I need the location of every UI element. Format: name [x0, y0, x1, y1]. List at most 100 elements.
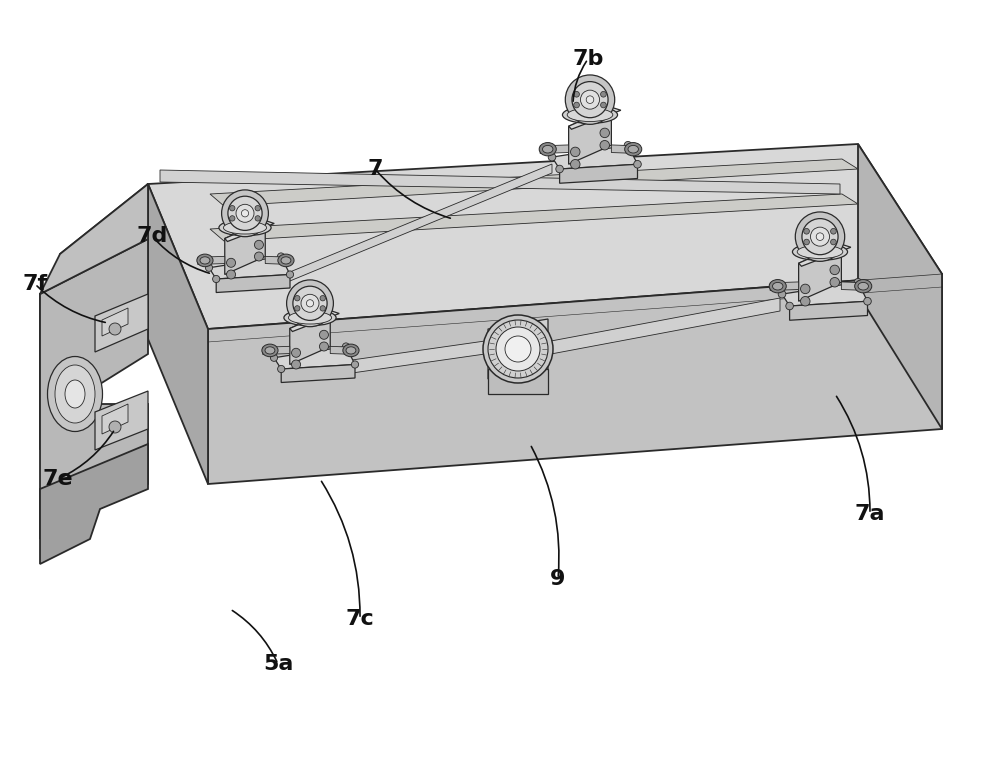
Ellipse shape	[278, 254, 294, 267]
Polygon shape	[148, 144, 942, 329]
Polygon shape	[560, 165, 638, 183]
Ellipse shape	[797, 245, 843, 259]
Circle shape	[301, 294, 319, 312]
Polygon shape	[263, 347, 290, 354]
Circle shape	[293, 286, 327, 321]
Polygon shape	[210, 194, 858, 241]
Circle shape	[795, 212, 845, 261]
Ellipse shape	[223, 221, 267, 234]
Polygon shape	[858, 144, 942, 429]
Circle shape	[830, 265, 839, 274]
Ellipse shape	[343, 344, 359, 357]
Circle shape	[286, 271, 294, 278]
Text: 7b: 7b	[572, 49, 604, 69]
Circle shape	[278, 365, 285, 372]
Circle shape	[109, 323, 121, 335]
Polygon shape	[345, 341, 485, 374]
Circle shape	[320, 296, 325, 301]
Polygon shape	[770, 282, 799, 291]
Circle shape	[213, 275, 220, 282]
Polygon shape	[540, 145, 569, 154]
Ellipse shape	[284, 310, 336, 326]
Circle shape	[600, 128, 609, 138]
Polygon shape	[488, 369, 548, 394]
Ellipse shape	[769, 280, 786, 293]
Polygon shape	[148, 184, 208, 484]
Polygon shape	[102, 308, 128, 336]
Ellipse shape	[219, 220, 271, 236]
Ellipse shape	[792, 243, 848, 260]
Circle shape	[496, 327, 540, 371]
Circle shape	[255, 205, 260, 211]
Text: 7: 7	[367, 159, 383, 179]
Text: 5a: 5a	[263, 654, 293, 674]
Polygon shape	[281, 365, 355, 383]
Polygon shape	[551, 298, 780, 354]
Polygon shape	[841, 282, 868, 291]
Ellipse shape	[567, 108, 613, 122]
Circle shape	[270, 354, 278, 361]
Polygon shape	[40, 294, 60, 449]
Circle shape	[571, 159, 580, 169]
Polygon shape	[265, 256, 290, 264]
Ellipse shape	[488, 320, 548, 378]
Ellipse shape	[542, 145, 553, 153]
Circle shape	[600, 140, 609, 150]
Polygon shape	[160, 170, 840, 194]
Ellipse shape	[281, 257, 291, 264]
Ellipse shape	[65, 380, 85, 408]
Polygon shape	[198, 256, 225, 264]
Circle shape	[786, 302, 793, 310]
Text: 9: 9	[550, 569, 566, 589]
Circle shape	[295, 296, 300, 301]
Polygon shape	[569, 107, 621, 129]
Circle shape	[574, 102, 579, 108]
Circle shape	[227, 270, 236, 279]
Ellipse shape	[265, 347, 275, 354]
Polygon shape	[225, 220, 274, 241]
Circle shape	[505, 336, 531, 362]
Circle shape	[351, 361, 359, 368]
Polygon shape	[790, 301, 868, 320]
Circle shape	[601, 102, 606, 108]
Circle shape	[804, 228, 809, 234]
Ellipse shape	[55, 365, 95, 423]
Circle shape	[319, 330, 328, 339]
Circle shape	[230, 205, 235, 211]
Circle shape	[254, 241, 263, 249]
Circle shape	[778, 290, 786, 298]
Polygon shape	[290, 310, 330, 365]
Polygon shape	[208, 274, 942, 484]
Polygon shape	[40, 184, 148, 294]
Circle shape	[586, 96, 594, 103]
Circle shape	[292, 348, 301, 358]
Polygon shape	[95, 294, 148, 352]
Circle shape	[241, 209, 249, 217]
Circle shape	[109, 421, 121, 433]
Circle shape	[292, 360, 301, 369]
Polygon shape	[330, 347, 355, 354]
Circle shape	[804, 239, 809, 245]
Polygon shape	[552, 145, 638, 169]
Ellipse shape	[483, 315, 553, 383]
Circle shape	[236, 205, 254, 223]
Text: 7a: 7a	[855, 504, 885, 524]
Circle shape	[801, 284, 810, 294]
Ellipse shape	[539, 143, 556, 156]
Polygon shape	[210, 159, 858, 206]
Polygon shape	[216, 274, 290, 292]
Polygon shape	[488, 319, 548, 379]
Ellipse shape	[772, 282, 783, 290]
Ellipse shape	[200, 257, 210, 264]
Polygon shape	[95, 391, 148, 450]
Ellipse shape	[48, 357, 103, 431]
Circle shape	[548, 154, 556, 161]
Text: 7f: 7f	[22, 274, 48, 294]
Ellipse shape	[262, 344, 278, 357]
Circle shape	[580, 90, 600, 109]
Circle shape	[810, 227, 830, 246]
Text: 7d: 7d	[136, 226, 168, 246]
Circle shape	[227, 258, 236, 267]
Circle shape	[228, 196, 262, 230]
Polygon shape	[274, 347, 355, 369]
